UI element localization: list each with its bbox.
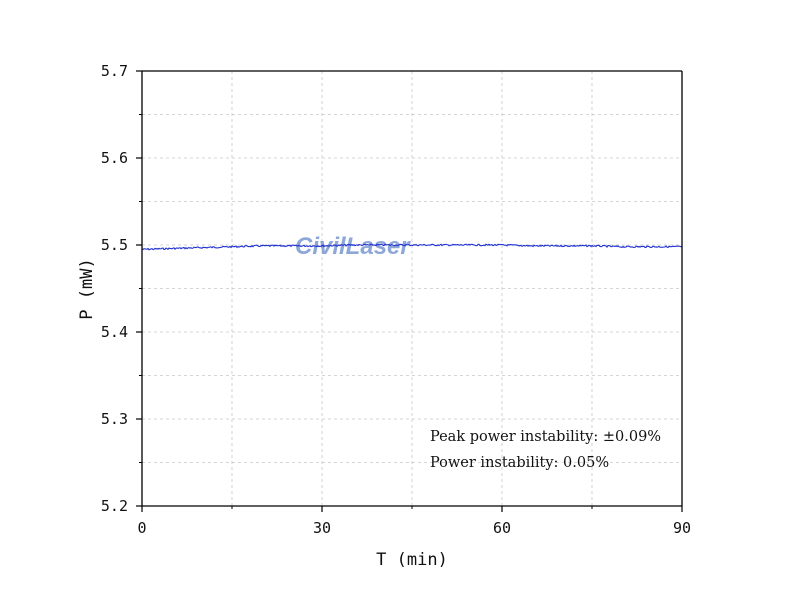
y-tick-label: 5.2 (101, 497, 128, 515)
x-tick-label: 0 (137, 519, 146, 537)
x-axis-title: T (min) (376, 550, 448, 570)
tick-labels: 0 30 60 90 5.2 5.3 5.4 5.5 5.6 5.7 (101, 62, 691, 537)
x-tick-label: 60 (493, 519, 511, 537)
y-tick-label: 5.4 (101, 323, 128, 341)
series-line (141, 243, 683, 251)
y-tick-label: 5.7 (101, 62, 128, 80)
grid (142, 71, 682, 506)
y-axis-title: P (mW) (77, 258, 97, 319)
y-tick-label: 5.3 (101, 410, 128, 428)
annotation-power-instability: Power instability: 0.05% (430, 455, 609, 471)
axes (136, 70, 683, 512)
y-tick-label: 5.6 (101, 149, 128, 167)
annotation-peak-instability: Peak power instability: ±0.09% (430, 429, 661, 445)
x-tick-label: 90 (673, 519, 691, 537)
series-layer (141, 243, 683, 251)
x-tick-label: 30 (313, 519, 331, 537)
y-tick-label: 5.5 (101, 236, 128, 254)
